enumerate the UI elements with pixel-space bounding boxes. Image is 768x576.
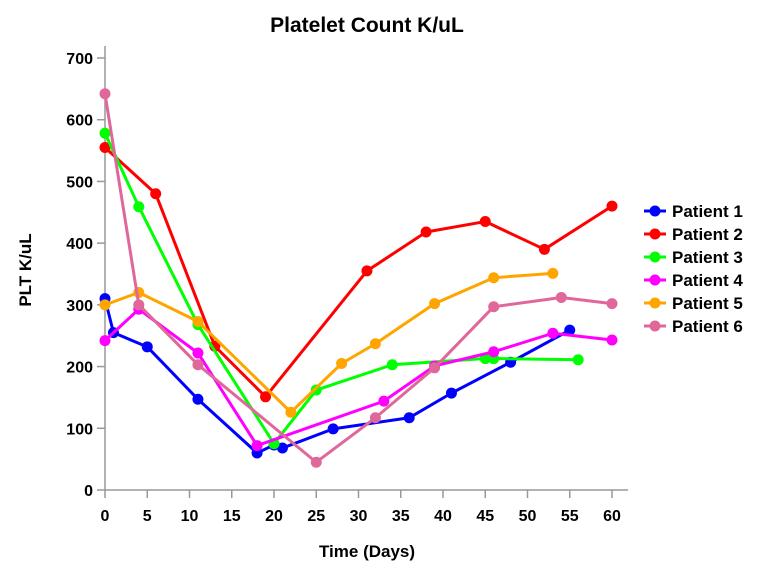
y-tick-label: 300 (66, 298, 93, 315)
legend-label: Patient 1 (672, 202, 743, 221)
data-point (479, 216, 491, 228)
x-tick-label: 10 (181, 508, 199, 525)
x-tick-label: 15 (223, 508, 241, 525)
data-point (547, 267, 559, 279)
legend-swatch-marker (649, 251, 661, 263)
data-point (369, 412, 381, 424)
x-tick-label: 0 (101, 508, 110, 525)
data-point (361, 265, 373, 277)
data-point (538, 243, 550, 255)
x-tick-label: 40 (434, 508, 452, 525)
legend-item: Patient 5 (644, 294, 743, 313)
data-point (564, 324, 576, 336)
x-tick-label: 5 (143, 508, 152, 525)
data-point (572, 354, 584, 366)
data-point (555, 291, 567, 303)
legend-label: Patient 5 (672, 294, 743, 313)
series-line (104, 271, 553, 414)
data-point (99, 299, 111, 311)
axes: 0 100 200 300 400 500 600 700 0 5 10 15 20 25 30 35 40 45… (66, 46, 628, 525)
data-point (192, 347, 204, 359)
data-point (488, 346, 500, 358)
data-point (606, 200, 618, 212)
series-layer (99, 88, 618, 468)
legend-swatch-marker (649, 205, 661, 217)
chart-title: Platelet Count K/uL (270, 14, 464, 37)
series-patient-2 (99, 141, 618, 403)
data-point (420, 226, 432, 238)
series-patient-3 (99, 127, 584, 450)
x-tick-label: 30 (350, 508, 368, 525)
y-tick-label: 200 (66, 360, 93, 377)
data-point (336, 357, 348, 369)
data-point (386, 359, 398, 371)
legend-item: Patient 3 (644, 248, 743, 267)
data-point (133, 201, 145, 213)
legend-label: Patient 4 (672, 271, 743, 290)
y-tick-label: 100 (66, 421, 93, 438)
x-tick-label: 50 (519, 508, 537, 525)
series-line (103, 132, 579, 446)
data-point (99, 127, 111, 139)
series-patient-5 (99, 267, 559, 418)
data-point (276, 442, 288, 454)
x-tick-label: 25 (307, 508, 325, 525)
legend-swatch-marker (649, 228, 661, 240)
data-point (192, 316, 204, 328)
legend-swatch-marker (649, 274, 661, 286)
x-tick-label: 45 (476, 508, 494, 525)
series-line (103, 93, 613, 464)
legend-swatch-marker (649, 320, 661, 332)
data-point (99, 335, 111, 347)
data-point (260, 391, 272, 403)
data-point (429, 298, 441, 310)
data-point (141, 341, 153, 353)
data-point (488, 272, 500, 284)
data-point (310, 456, 322, 468)
legend-swatch-marker (649, 297, 661, 309)
data-point (99, 88, 111, 100)
y-tick-label: 700 (66, 51, 93, 68)
y-tick-label: 400 (66, 236, 93, 253)
y-axis-label: PLT K/uL (16, 233, 35, 306)
data-point (285, 406, 297, 418)
series-patient-6 (99, 88, 618, 468)
legend-item: Patient 4 (644, 271, 743, 290)
data-point (403, 412, 415, 424)
data-point (251, 440, 263, 452)
legend-item: Patient 2 (644, 225, 743, 244)
data-point (429, 362, 441, 374)
y-tick-label: 500 (66, 174, 93, 191)
legend-label: Patient 3 (672, 248, 743, 267)
data-point (606, 298, 618, 310)
data-point (192, 393, 204, 405)
x-tick-label: 35 (392, 508, 410, 525)
x-tick-label: 55 (561, 508, 579, 525)
data-point (133, 299, 145, 311)
data-point (378, 395, 390, 407)
y-tick-label: 0 (84, 483, 93, 500)
data-point (606, 334, 618, 346)
x-tick-label: 20 (265, 508, 283, 525)
data-point (488, 301, 500, 313)
data-point (327, 423, 339, 435)
x-tick-label: 60 (603, 508, 621, 525)
series-patient-1 (99, 293, 576, 459)
legend: Patient 1 Patient 2 Patient 3 Patient 4 Pati… (644, 202, 743, 336)
x-axis-label: Time (Days) (319, 542, 415, 561)
legend-label: Patient 2 (672, 225, 743, 244)
data-point (445, 387, 457, 399)
data-point (369, 338, 381, 350)
data-point (192, 359, 204, 371)
legend-item: Patient 6 (644, 317, 743, 336)
data-point (150, 188, 162, 200)
y-tick-label: 600 (66, 113, 93, 130)
legend-label: Patient 6 (672, 317, 743, 336)
legend-item: Patient 1 (644, 202, 743, 221)
data-point (99, 141, 111, 153)
data-point (547, 327, 559, 339)
